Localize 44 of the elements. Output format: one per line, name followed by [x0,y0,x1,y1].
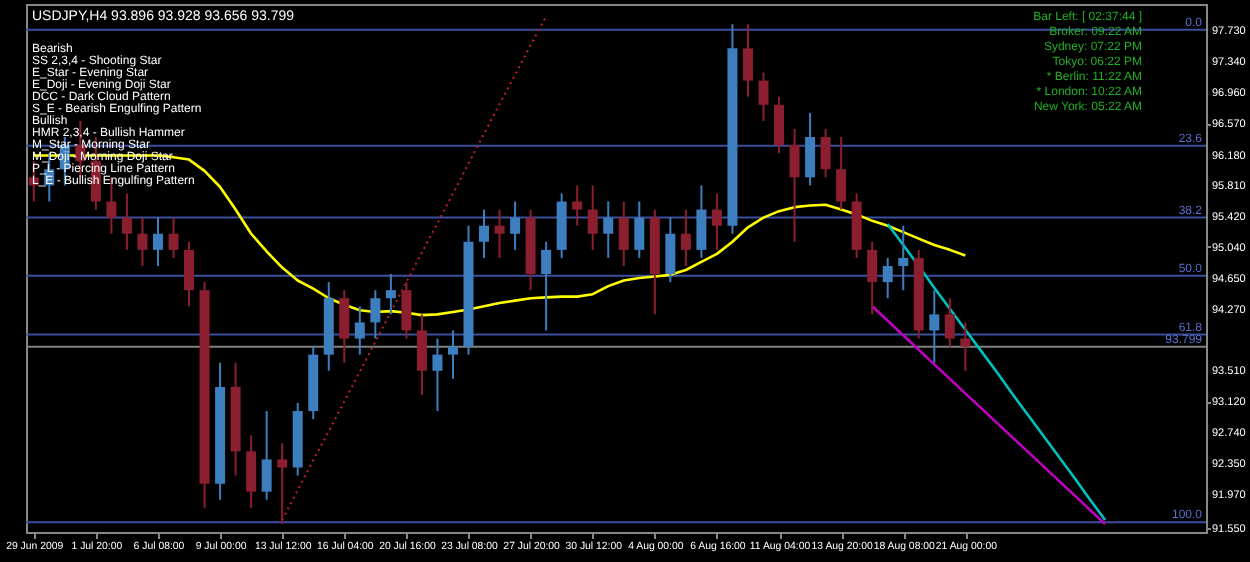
candlestick [339,289,350,364]
candlestick [277,442,288,525]
candlestick [479,208,490,259]
candlestick [665,216,676,284]
candlestick [168,216,179,259]
candlestick [820,127,831,179]
candlestick [634,200,645,259]
candlestick [758,71,769,122]
candlestick [882,256,893,300]
candlestick [618,200,629,267]
candlestick [944,297,955,348]
candlestick [898,224,909,292]
candlestick [184,240,195,308]
candlestick [152,216,163,267]
candlestick [696,184,707,259]
candlestick [711,192,722,251]
candlestick [370,289,381,340]
candlestick [603,200,614,259]
candlestick [960,321,971,372]
candlestick [354,305,365,356]
candlestick [572,184,583,227]
candlestick [836,136,847,211]
candlestick [432,337,443,413]
candlestick [401,281,412,340]
candlestick [541,240,552,332]
line-series [886,222,1107,522]
candlestick [121,192,132,251]
candlestick [805,111,816,187]
candlestick [774,95,785,155]
candlestick [510,200,521,251]
candlestick [929,289,940,364]
candlestick [416,313,427,396]
candlestick [137,216,148,267]
line-series [870,304,1107,526]
candlestick [680,208,691,267]
candlestick [261,410,272,501]
candlestick [494,208,505,259]
candlestick [742,23,753,98]
candlestick [246,434,257,509]
candlestick [789,127,800,243]
candlestick [447,329,458,380]
candlestick [385,273,396,316]
candlestick [587,184,598,251]
candlestick [867,240,878,316]
